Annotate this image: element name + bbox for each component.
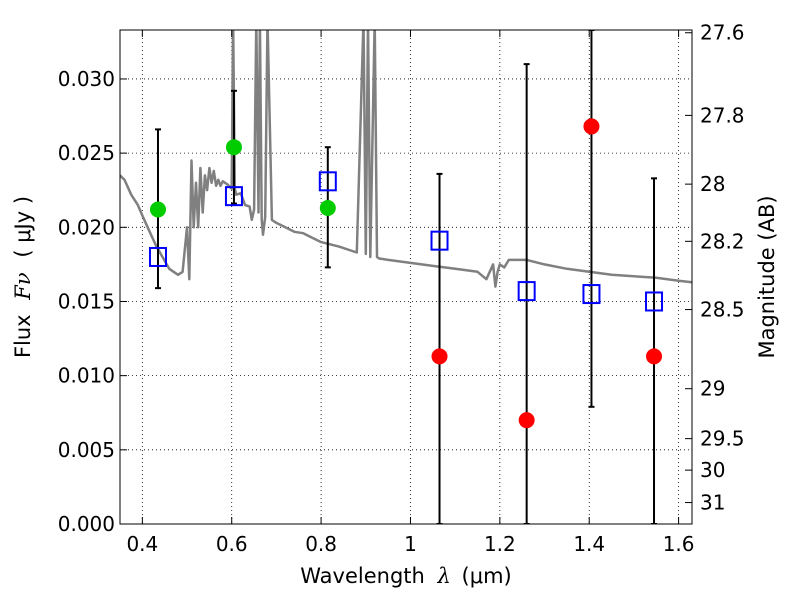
x-tick-label: 0.6	[216, 532, 248, 556]
x-tick-label: 1.4	[573, 532, 605, 556]
y-tick-label: 0.005	[58, 438, 115, 462]
y-axis-ticks: 0.000 0.005 0.010 0.015 0.020 0.025 0.030	[58, 67, 127, 536]
plot-frame	[119, 29, 693, 525]
model-flux-square	[430, 230, 449, 251]
right-axis-title: Magnitude (AB)	[755, 195, 779, 358]
red-data-point	[583, 118, 600, 135]
y-tick-label: 0.010	[58, 364, 115, 388]
green-data-point	[319, 200, 336, 217]
y-tick-label: 0.000	[58, 512, 115, 536]
y-axis-title-unit: ( μJy )	[11, 196, 35, 258]
model-flux-square	[318, 171, 337, 192]
x-tick-label: 1	[404, 532, 417, 556]
right-tick-label: 30	[700, 458, 725, 482]
right-tick-label: 27.8	[700, 103, 745, 127]
red-data-point	[431, 348, 448, 365]
right-tick-label: 28	[700, 172, 725, 196]
y-axis-title: Flux Fν ( μJy )	[11, 196, 35, 358]
right-axis-ticks: 27.6 27.8 28 28.2 28.5 29 29.5 30 31	[685, 21, 745, 515]
model-flux-square	[582, 284, 601, 305]
right-tick-label: 28.2	[700, 229, 745, 253]
green-data-point	[225, 139, 242, 156]
x-tick-label: 0.8	[305, 532, 337, 556]
x-tick-label: 1.2	[484, 532, 516, 556]
red-data-point	[646, 348, 663, 365]
right-tick-label: 29.5	[700, 427, 745, 451]
x-axis-ticks: 0.4 0.6 0.8 1 1.2 1.4 1.6	[126, 30, 695, 556]
x-tick-label: 0.4	[126, 532, 158, 556]
right-tick-label: 27.6	[700, 21, 745, 45]
plot-background	[120, 30, 692, 524]
data-markers	[148, 118, 664, 429]
right-tick-label: 28.5	[700, 298, 745, 322]
right-tick-label: 29	[700, 377, 725, 401]
x-axis-title-prefix: Wavelength	[300, 564, 425, 588]
green-data-point	[149, 201, 166, 218]
y-axis-title-prefix: Flux	[11, 314, 35, 358]
model-flux-square	[224, 186, 243, 207]
model-spectrum-line	[120, 30, 692, 288]
y-tick-label: 0.025	[58, 141, 115, 165]
right-tick-label: 31	[700, 491, 725, 515]
x-tick-label: 1.6	[663, 532, 695, 556]
red-data-point	[518, 412, 535, 429]
x-axis-title: Wavelength λ (μm)	[300, 564, 511, 588]
y-axis-title-symbol: Fν	[11, 272, 35, 301]
y-tick-label: 0.030	[58, 67, 115, 91]
model-flux-square	[645, 291, 664, 312]
model-spectrum	[120, 30, 692, 288]
x-axis-title-symbol: λ	[437, 564, 451, 588]
model-flux-square	[517, 281, 536, 302]
x-axis-title-unit: (μm)	[462, 564, 512, 588]
y-tick-label: 0.015	[58, 289, 115, 313]
model-flux-square	[148, 246, 167, 267]
grid-lines	[120, 30, 692, 524]
y-tick-label: 0.020	[58, 215, 115, 239]
